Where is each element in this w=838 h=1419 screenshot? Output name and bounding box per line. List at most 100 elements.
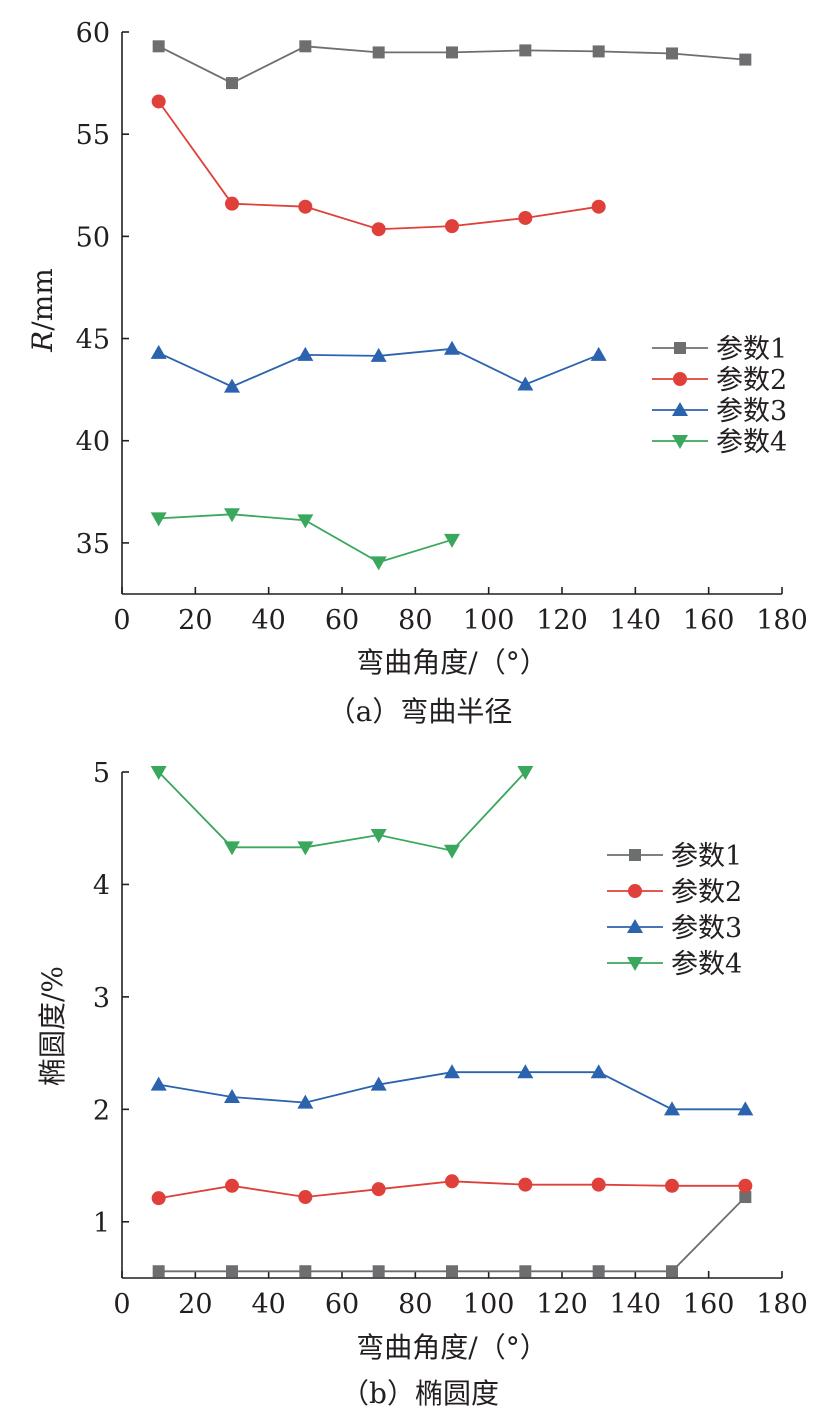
panel-a-x-tick-label: 180 bbox=[756, 605, 808, 636]
panel-a-series-3-point bbox=[224, 378, 240, 393]
panel-a-x-tick-label: 120 bbox=[536, 605, 588, 636]
panel-a-chart: 0 20 40 60 80 100 120 140 160 180354045505560参数1参… bbox=[26, 18, 808, 728]
panel-b-series-2-point bbox=[371, 1182, 386, 1197]
panel-b-series-1-point bbox=[152, 1265, 165, 1278]
panel-a-series-1-point bbox=[519, 44, 532, 57]
panel-a-x-tick-label: 20 bbox=[178, 605, 212, 636]
panel-b-series-1-point bbox=[446, 1265, 458, 1278]
panel-a-x-tick-label: 160 bbox=[683, 605, 735, 636]
panel-b-series-1-point bbox=[519, 1265, 532, 1278]
panel-a-y-axis-variable: R bbox=[26, 331, 59, 353]
panel-b-series-2-point bbox=[665, 1178, 679, 1193]
panel-b-series-3-point bbox=[297, 1094, 314, 1109]
panel-a-x-tick-label: 40 bbox=[251, 605, 285, 636]
panel-b-caption: （b）椭圆度 bbox=[341, 1377, 499, 1410]
panel-b-series-1-point bbox=[666, 1265, 678, 1278]
panel-a-x-tick-label: 140 bbox=[610, 605, 662, 636]
panel-a-y-axis-title: R/mm bbox=[26, 268, 59, 353]
panel-b-series-2-point bbox=[738, 1178, 753, 1193]
panel-a-series-1-point bbox=[666, 47, 678, 60]
panel-a-series-3-point bbox=[297, 346, 314, 361]
panel-a-series-2-point bbox=[445, 219, 459, 234]
panel-b-x-tick-label: 40 bbox=[251, 1289, 285, 1320]
panel-b-x-tick-label: 100 bbox=[463, 1289, 515, 1320]
panel-b-x-tick-label: 140 bbox=[610, 1289, 662, 1320]
panel-b-series-1-point bbox=[372, 1265, 385, 1278]
panel-b-series-2-point bbox=[298, 1190, 313, 1205]
panel-a-series-4-point bbox=[150, 512, 167, 527]
panel-b-series-2-point bbox=[591, 1177, 606, 1192]
panel-a-y-axis-unit: /mm bbox=[26, 268, 59, 331]
panel-a-legend-label-3: 参数3 bbox=[716, 396, 787, 427]
panel-a-y-tick-label: 35 bbox=[76, 529, 110, 560]
panel-a-series-2-point bbox=[371, 222, 386, 237]
panel-b-series-3-point bbox=[664, 1101, 680, 1116]
panel-a-series-4-point bbox=[370, 556, 387, 571]
panel-a-series-1-point bbox=[152, 40, 165, 53]
panel-a-legend-marker-3 bbox=[672, 402, 688, 416]
panel-b-series-2-point bbox=[151, 1191, 166, 1206]
panel-b-series-4-line bbox=[158, 771, 526, 852]
panel-b-y-axis-title: 椭圆度/% bbox=[36, 966, 69, 1086]
panel-a-legend-label-1: 参数1 bbox=[716, 334, 787, 365]
panel-a-series-2-line bbox=[157, 100, 599, 231]
panel-a-series-3-point bbox=[370, 347, 387, 362]
panel-b-chart: 0 20 40 60 80 100 120 140 160 180 1 2 3 4 5 参数1 参数2 参数3 参数… bbox=[36, 758, 808, 1410]
panel-b-series-1-point bbox=[592, 1265, 605, 1278]
panel-b-x-tick-label: 60 bbox=[325, 1289, 359, 1320]
panel-a-x-axis-title: 弯曲角度/（°） bbox=[356, 646, 547, 679]
panel-a-series-4-point bbox=[297, 514, 314, 529]
panel-a-x-tick-label: 100 bbox=[463, 605, 515, 636]
panel-b-series-4-point bbox=[444, 844, 460, 859]
panel-b-y-tick-label: 5 bbox=[93, 758, 110, 789]
panel-b-series-4-point bbox=[150, 766, 167, 780]
panel-a-x-tick-label: 60 bbox=[325, 605, 359, 636]
panel-b-series-3-point bbox=[150, 1076, 167, 1091]
panel-b-legend-label-3: 参数3 bbox=[671, 913, 742, 944]
panel-a-series-3-point bbox=[150, 344, 167, 359]
panel-b-plot-area: 0 20 40 60 80 100 120 140 160 180 1 2 3 4 5 参数1 参数2 参数3 参数… bbox=[93, 758, 808, 1320]
panel-a-y-tick-label: 40 bbox=[76, 427, 110, 458]
panel-b-series-1-line bbox=[158, 1196, 746, 1273]
panel-a-y-tick-label: 50 bbox=[76, 222, 110, 253]
panel-b-legend-marker-2 bbox=[628, 884, 642, 898]
panel-b-y-tick-label: 1 bbox=[93, 1208, 110, 1239]
panel-b-series-3-point bbox=[590, 1064, 607, 1079]
panel-b-series-4-point bbox=[517, 766, 534, 780]
panel-a-legend-label-2: 参数2 bbox=[716, 365, 787, 396]
panel-a-y-tick-label: 60 bbox=[76, 18, 110, 49]
panel-b-series-2-point bbox=[518, 1177, 533, 1192]
panel-b-x-tick-label: 0 bbox=[113, 1289, 130, 1320]
panel-b-legend-label-4: 参数4 bbox=[671, 949, 742, 980]
panel-b-series-4-point bbox=[297, 841, 314, 856]
panel-a-series-2-point bbox=[591, 199, 606, 214]
panel-a-series-1-point bbox=[372, 46, 385, 59]
panel-a-y-tick-label: 45 bbox=[76, 325, 110, 356]
panel-b-legend-marker-1 bbox=[629, 849, 641, 861]
panel-a-legend-label-4: 参数4 bbox=[716, 427, 787, 458]
panel-a-series-2-point bbox=[151, 94, 166, 109]
panel-b-series-4-point bbox=[370, 828, 387, 843]
panel-b-legend-label-1: 参数1 bbox=[671, 841, 742, 872]
panel-b-series-3-point bbox=[370, 1076, 387, 1091]
panel-a-series-4-point bbox=[444, 533, 460, 548]
panel-b-series-4-point bbox=[224, 841, 240, 856]
panel-a-plot-area: 0 20 40 60 80 100 120 140 160 180354045505560参数1参… bbox=[76, 18, 808, 636]
panel-a-series-1-point bbox=[739, 53, 752, 66]
panel-a-series-3-point bbox=[444, 340, 460, 355]
panel-a-legend-marker-4 bbox=[672, 435, 688, 449]
panel-b-legend-marker-4 bbox=[627, 957, 643, 971]
panel-b-series-3-point bbox=[224, 1088, 240, 1103]
panel-b-series-3-point bbox=[517, 1064, 534, 1079]
panel-a-legend-marker-2 bbox=[673, 372, 687, 386]
panel-a-series-2-point bbox=[298, 199, 313, 214]
panel-a-x-tick-label: 0 bbox=[113, 605, 130, 636]
panel-b-series-3-point bbox=[737, 1101, 754, 1116]
panel-a-series-1-point bbox=[446, 46, 458, 59]
panel-b-series-1-point bbox=[299, 1265, 312, 1278]
panel-b-x-tick-label: 120 bbox=[536, 1289, 588, 1320]
panel-b-y-tick-label: 3 bbox=[93, 983, 110, 1014]
panel-b-y-tick-label: 4 bbox=[93, 870, 110, 901]
panel-b-series-3-point bbox=[444, 1064, 460, 1079]
